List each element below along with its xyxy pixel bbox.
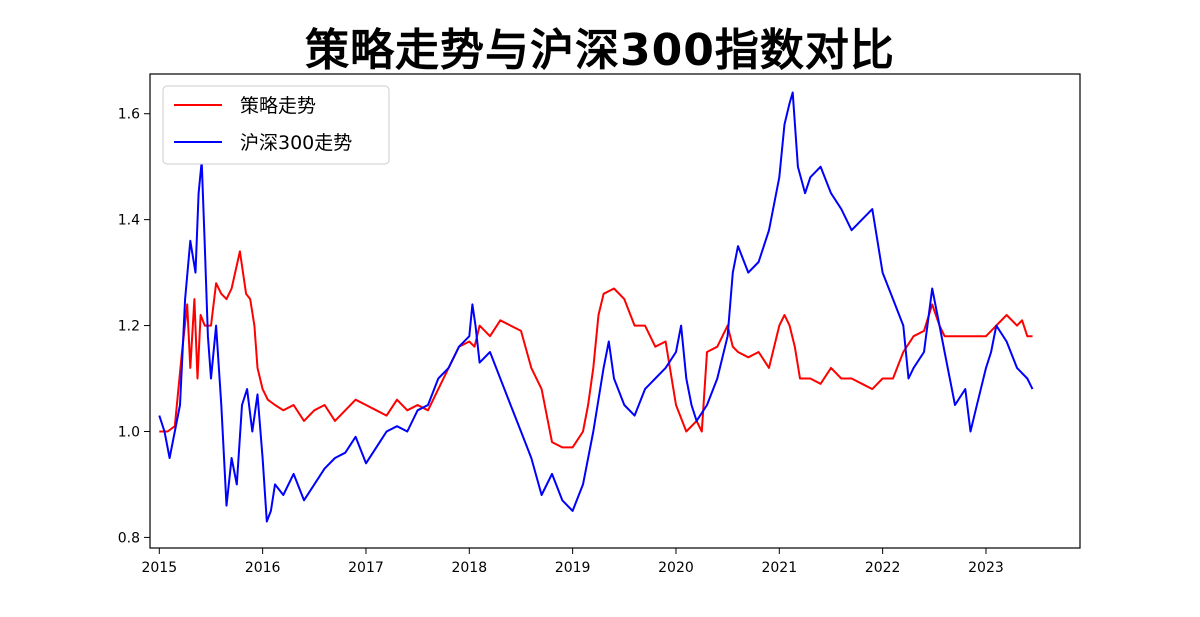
x-tick-label: 2022 <box>865 560 901 576</box>
y-tick-label: 1.0 <box>118 424 140 440</box>
y-tick-label: 0.8 <box>118 530 140 546</box>
x-tick-label: 2023 <box>968 560 1004 576</box>
series-layer <box>158 91 1034 523</box>
x-tick-label: 2019 <box>555 560 591 576</box>
x-tick-label: 2017 <box>348 560 384 576</box>
x-tick-label: 2015 <box>141 560 177 576</box>
x-tick-label: 2016 <box>245 560 281 576</box>
x-axis: 2015 2016 2017 2018 2019 2020 2021 2022 2023 <box>141 548 1004 576</box>
y-tick-label: 1.2 <box>118 319 140 335</box>
y-tick-label: 1.4 <box>118 213 140 229</box>
series-line-csi300 <box>158 91 1034 523</box>
plot-area-frame <box>149 73 1081 549</box>
chart-title: 策略走势与沪深300指数对比 <box>305 25 895 76</box>
x-tick-label: 2020 <box>658 560 694 576</box>
y-tick-label: 1.6 <box>118 107 140 123</box>
x-tick-label: 2018 <box>451 560 487 576</box>
x-tick-label: 2021 <box>761 560 797 576</box>
series-line-strategy <box>159 250 1033 449</box>
y-axis: 0.8 1.0 1.2 1.4 1.6 <box>118 107 150 546</box>
legend-label: 沪深300走势 <box>240 132 352 154</box>
legend-label: 策略走势 <box>240 95 316 117</box>
